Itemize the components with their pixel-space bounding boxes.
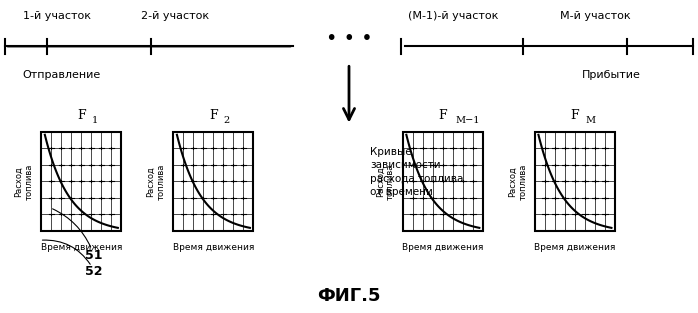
Text: 1: 1	[91, 116, 98, 126]
Text: F: F	[77, 109, 86, 122]
Text: Кривые
зависимости
расхода топлива
от времени: Кривые зависимости расхода топлива от вр…	[370, 147, 463, 197]
Text: 2: 2	[224, 116, 230, 126]
Text: Время движения: Время движения	[172, 244, 254, 252]
FancyBboxPatch shape	[535, 132, 615, 231]
Text: Отправление: Отправление	[22, 69, 101, 80]
Text: ФИГ.5: ФИГ.5	[318, 287, 380, 305]
FancyBboxPatch shape	[174, 132, 253, 231]
Text: (M-1)-й участок: (M-1)-й участок	[408, 11, 498, 21]
Text: 51: 51	[85, 249, 103, 262]
Text: M−1: M−1	[455, 116, 480, 126]
Text: Расход
топлива: Расход топлива	[508, 163, 527, 199]
Text: F: F	[571, 109, 579, 122]
Text: 2-й участок: 2-й участок	[141, 11, 209, 21]
Text: Расход
топлива: Расход топлива	[376, 163, 395, 199]
Text: Время движения: Время движения	[40, 244, 122, 252]
Text: M: M	[586, 116, 595, 126]
FancyBboxPatch shape	[403, 132, 483, 231]
Text: Расход
топлива: Расход топлива	[14, 163, 34, 199]
Text: M-й участок: M-й участок	[560, 11, 631, 21]
Text: Прибытие: Прибытие	[582, 69, 641, 80]
Text: Время движения: Время движения	[534, 244, 616, 252]
Text: • • •: • • •	[326, 29, 372, 48]
Text: Расход
топлива: Расход топлива	[147, 163, 166, 199]
Text: 52: 52	[85, 265, 103, 278]
FancyBboxPatch shape	[41, 132, 121, 231]
Text: 1-й участок: 1-й участок	[23, 11, 91, 21]
Text: F: F	[438, 109, 447, 122]
Text: Время движения: Время движения	[402, 244, 484, 252]
Text: F: F	[209, 109, 218, 122]
